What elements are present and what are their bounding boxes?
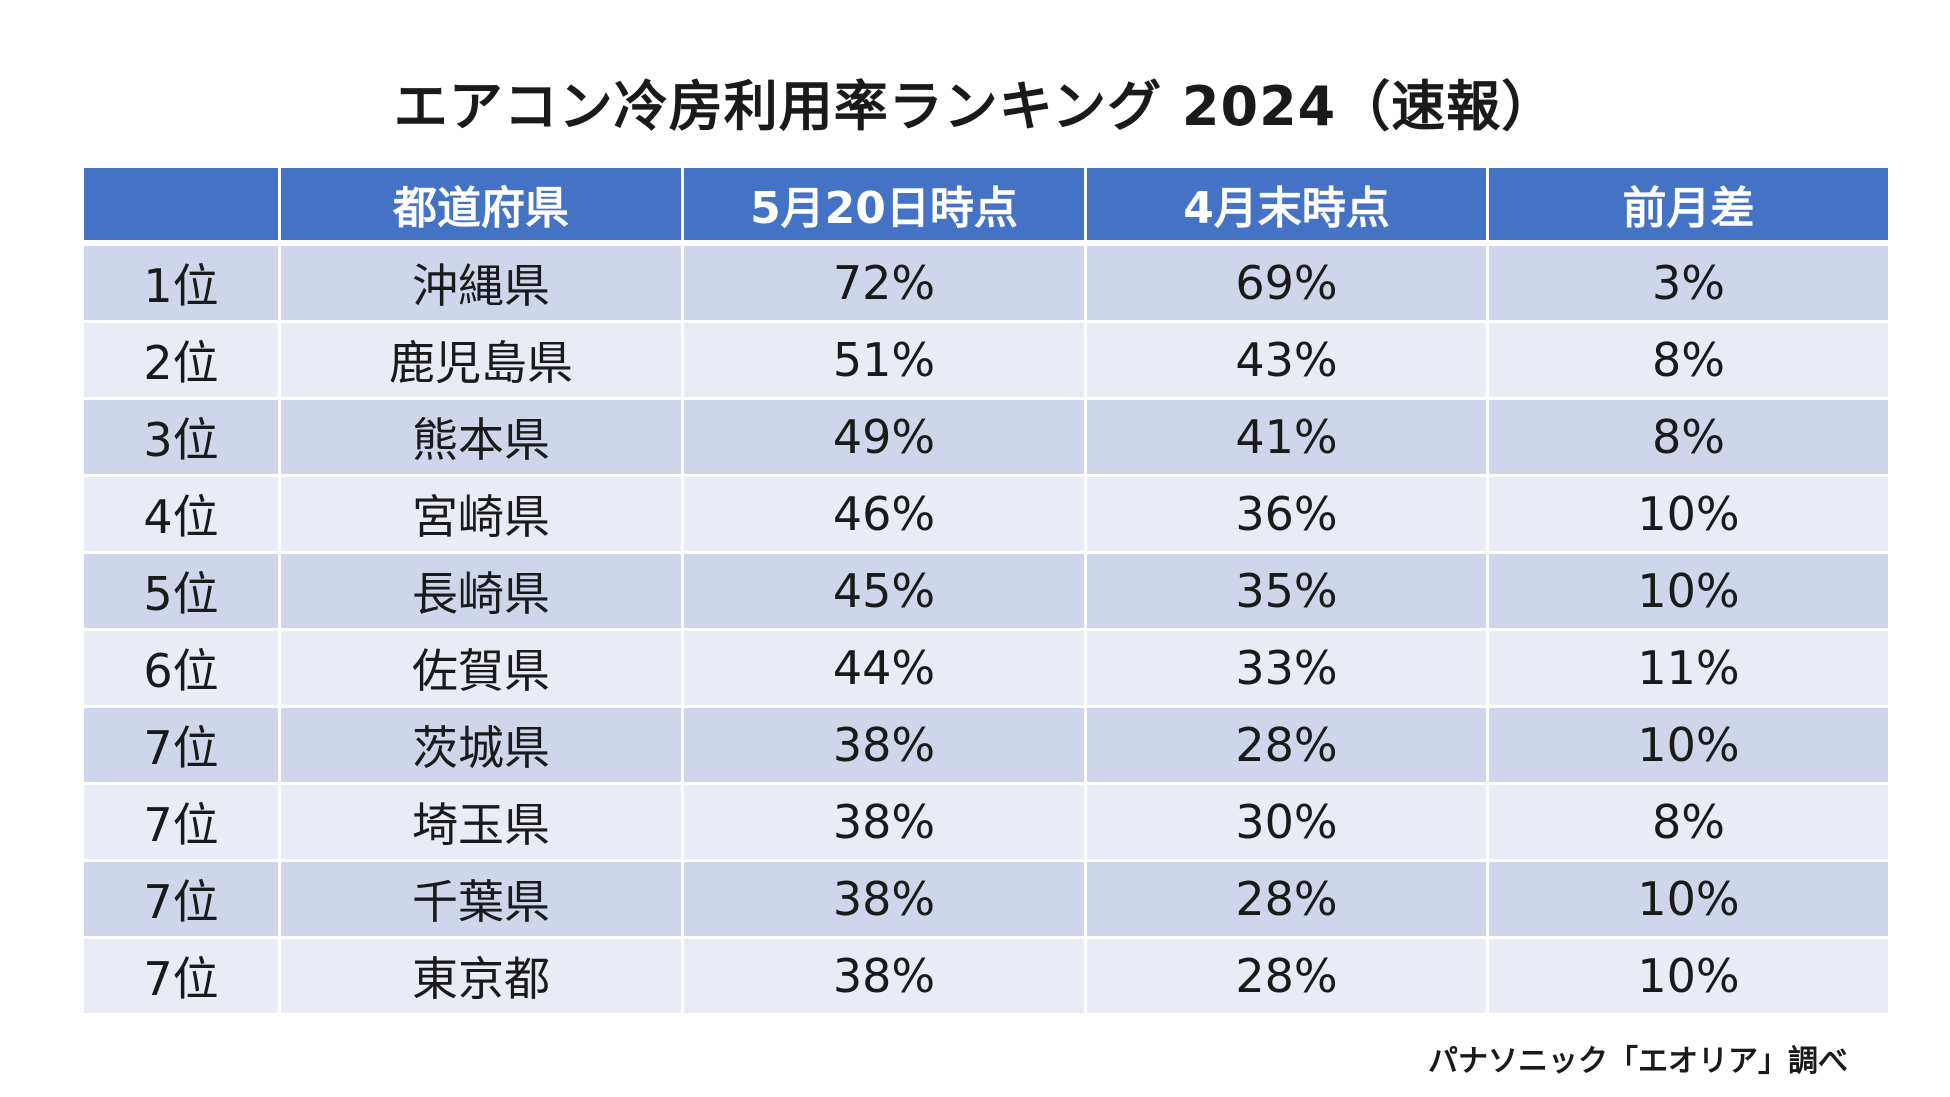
table-header-row: 都道府県 5月20日時点 4月末時点 前月差 (84, 168, 1888, 240)
diff-cell: 11% (1489, 631, 1888, 705)
prefecture-cell: 東京都 (281, 939, 681, 1013)
rank-cell: 7位 (84, 708, 278, 782)
rank-cell: 4位 (84, 477, 278, 551)
rank-cell: 7位 (84, 785, 278, 859)
rank-cell: 5位 (84, 554, 278, 628)
diff-cell: 8% (1489, 323, 1888, 397)
prefecture-cell: 佐賀県 (281, 631, 681, 705)
april-end-cell: 28% (1087, 708, 1486, 782)
table-row: 3位 熊本県 49% 41% 8% (84, 400, 1888, 474)
may20-cell: 38% (684, 708, 1084, 782)
header-prefecture: 都道府県 (281, 168, 681, 240)
rank-cell: 7位 (84, 939, 278, 1013)
table-row: 5位 長崎県 45% 35% 10% (84, 554, 1888, 628)
may20-cell: 44% (684, 631, 1084, 705)
april-end-cell: 30% (1087, 785, 1486, 859)
table-row: 7位 東京都 38% 28% 10% (84, 939, 1888, 1013)
table-row: 1位 沖縄県 72% 69% 3% (84, 243, 1888, 320)
diff-cell: 10% (1489, 477, 1888, 551)
may20-cell: 38% (684, 862, 1084, 936)
header-april-end: 4月末時点 (1087, 168, 1486, 240)
prefecture-cell: 埼玉県 (281, 785, 681, 859)
source-note: パナソニック「エオリア」調べ (1428, 1044, 1848, 1079)
rank-cell: 7位 (84, 862, 278, 936)
page-title: エアコン冷房利用率ランキング 2024（速報） (393, 75, 1557, 138)
diff-cell: 10% (1489, 862, 1888, 936)
april-end-cell: 69% (1087, 243, 1486, 320)
table-row: 2位 鹿児島県 51% 43% 8% (84, 323, 1888, 397)
may20-cell: 38% (684, 785, 1084, 859)
may20-cell: 49% (684, 400, 1084, 474)
april-end-cell: 41% (1087, 400, 1486, 474)
prefecture-cell: 長崎県 (281, 554, 681, 628)
rank-cell: 6位 (84, 631, 278, 705)
table-row: 4位 宮崎県 46% 36% 10% (84, 477, 1888, 551)
table-row: 6位 佐賀県 44% 33% 11% (84, 631, 1888, 705)
april-end-cell: 28% (1087, 862, 1486, 936)
diff-cell: 10% (1489, 939, 1888, 1013)
april-end-cell: 43% (1087, 323, 1486, 397)
header-rank (84, 168, 278, 240)
april-end-cell: 36% (1087, 477, 1486, 551)
prefecture-cell: 宮崎県 (281, 477, 681, 551)
prefecture-cell: 熊本県 (281, 400, 681, 474)
may20-cell: 51% (684, 323, 1084, 397)
header-may20: 5月20日時点 (684, 168, 1084, 240)
rank-cell: 3位 (84, 400, 278, 474)
table-row: 7位 千葉県 38% 28% 10% (84, 862, 1888, 936)
diff-cell: 8% (1489, 400, 1888, 474)
april-end-cell: 35% (1087, 554, 1486, 628)
rank-cell: 1位 (84, 243, 278, 320)
prefecture-cell: 千葉県 (281, 862, 681, 936)
rank-cell: 2位 (84, 323, 278, 397)
prefecture-cell: 鹿児島県 (281, 323, 681, 397)
diff-cell: 10% (1489, 554, 1888, 628)
april-end-cell: 33% (1087, 631, 1486, 705)
diff-cell: 10% (1489, 708, 1888, 782)
table-row: 7位 埼玉県 38% 30% 8% (84, 785, 1888, 859)
header-diff: 前月差 (1489, 168, 1888, 240)
may20-cell: 38% (684, 939, 1084, 1013)
ranking-table: 都道府県 5月20日時点 4月末時点 前月差 1位 沖縄県 72% 69% 3% 2位 鹿児島県 5… (81, 165, 1891, 1016)
prefecture-cell: 茨城県 (281, 708, 681, 782)
may20-cell: 45% (684, 554, 1084, 628)
april-end-cell: 28% (1087, 939, 1486, 1013)
may20-cell: 46% (684, 477, 1084, 551)
prefecture-cell: 沖縄県 (281, 243, 681, 320)
table-row: 7位 茨城県 38% 28% 10% (84, 708, 1888, 782)
may20-cell: 72% (684, 243, 1084, 320)
diff-cell: 3% (1489, 243, 1888, 320)
diff-cell: 8% (1489, 785, 1888, 859)
